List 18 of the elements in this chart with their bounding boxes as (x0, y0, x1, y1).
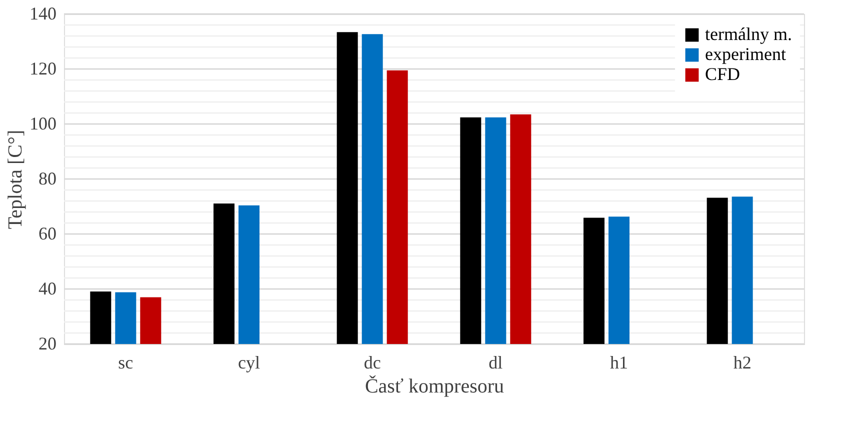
x-tick-label: cyl (238, 352, 260, 372)
y-tick-label: 40 (38, 278, 56, 298)
y-tick-label: 120 (30, 58, 56, 78)
x-tick-label: h2 (733, 352, 752, 372)
y-tick-label: 60 (38, 224, 56, 244)
x-axis-title: Časť kompresoru (364, 374, 504, 398)
y-tick-label: 80 (38, 168, 56, 188)
x-tick-label: dl (488, 352, 503, 372)
y-axis-title: Teplota [C°] (4, 130, 26, 230)
legend-label: termálny m. (705, 24, 792, 44)
y-tick-label: 100 (30, 114, 56, 134)
x-tick-label: h1 (610, 352, 628, 372)
legend-label: CFD (705, 64, 740, 84)
x-tick-label: dc (364, 352, 381, 372)
legend-label: experiment (705, 44, 786, 64)
x-tick-label: sc (118, 352, 134, 372)
y-tick-label: 140 (30, 4, 56, 24)
y-tick-label: 20 (38, 334, 56, 354)
